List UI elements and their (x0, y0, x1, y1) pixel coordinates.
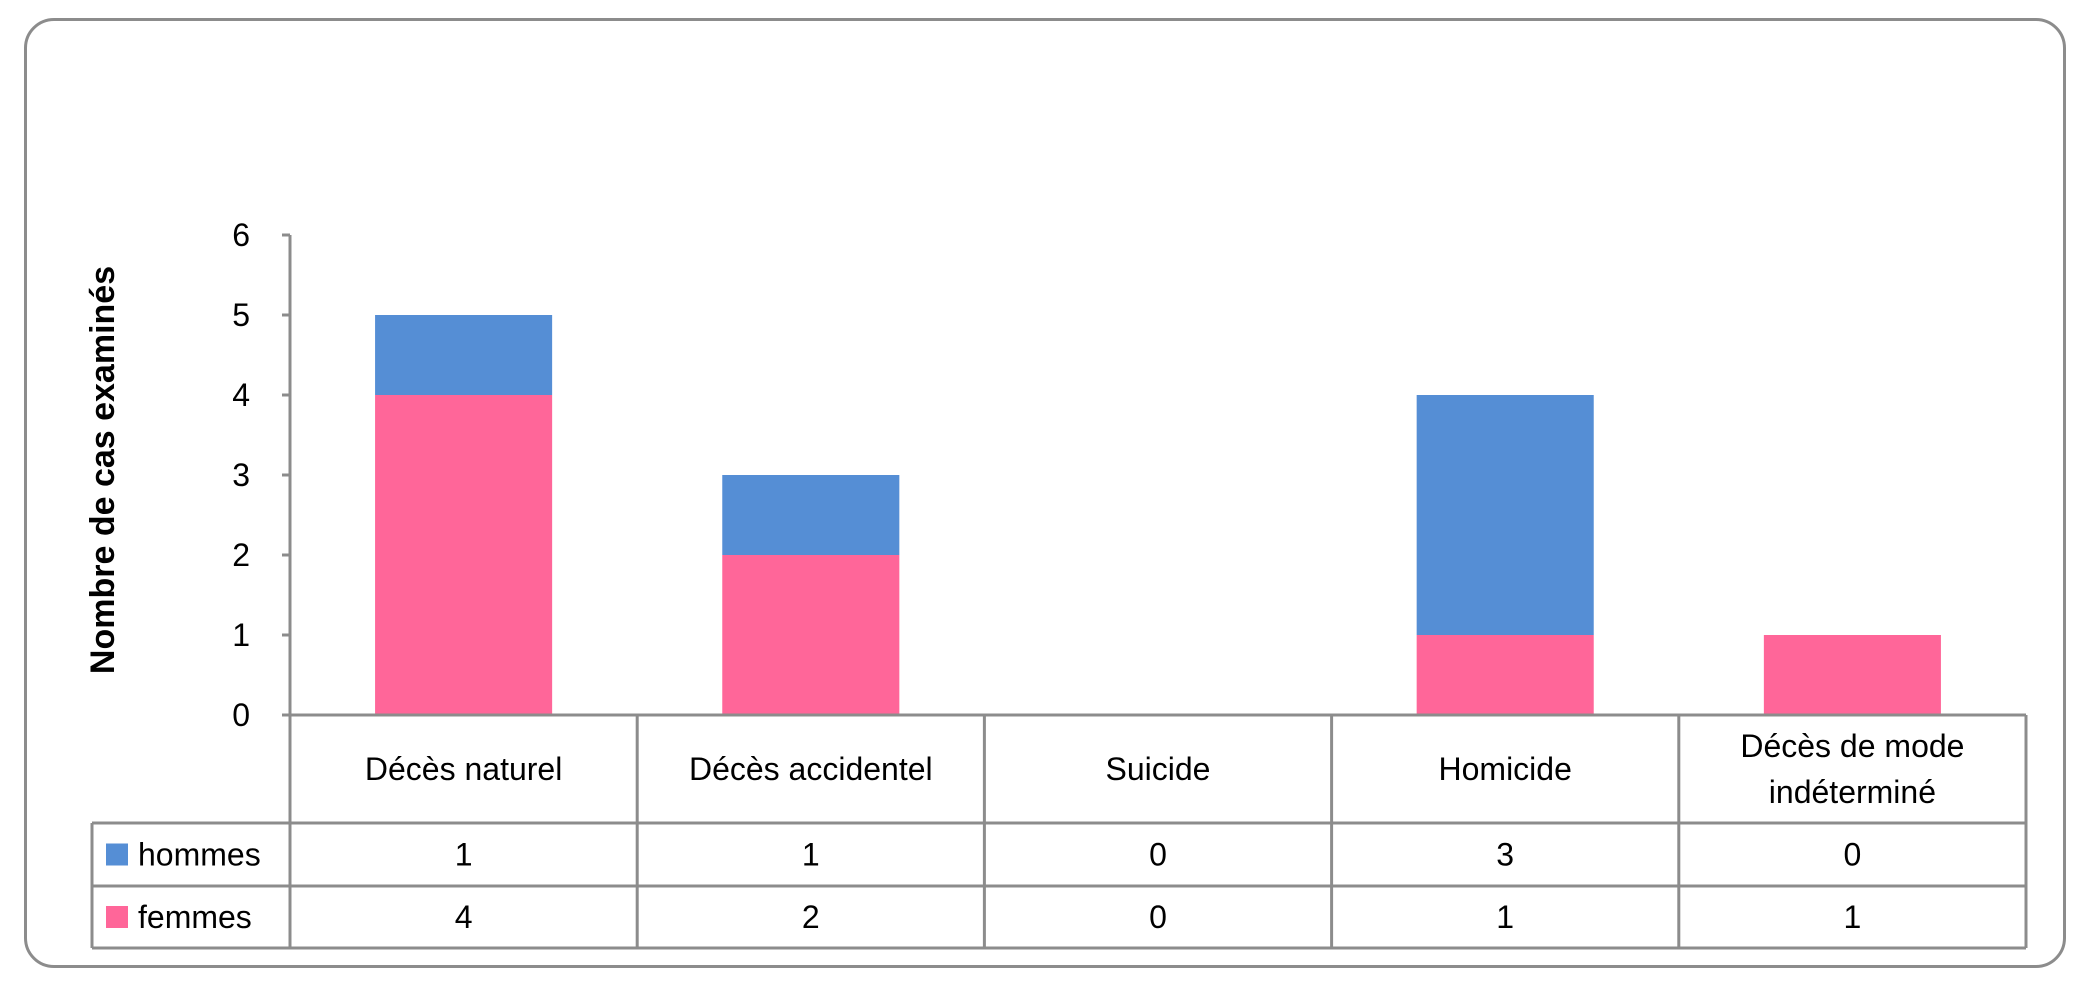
chart-frame (24, 18, 2066, 968)
y-axis-label: Nombre de cas examinés (84, 266, 122, 674)
legend-label-femmes: femmes (138, 899, 252, 935)
y-tick-label-3: 3 (232, 457, 250, 493)
y-tick-label-0: 0 (232, 697, 250, 733)
y-axis-label-group: Nombre de cas examinés (84, 266, 122, 674)
table-cell-femmes-4: 1 (1844, 899, 1862, 935)
bar-hommes-1 (722, 475, 900, 555)
category-label-4-line-0: Décès de mode (1740, 728, 1964, 764)
y-ticks: 0 1 2 3 4 5 6 (232, 217, 250, 733)
y-tick-label-6: 6 (232, 217, 250, 253)
category-label-3: Homicide (1439, 751, 1572, 787)
table-cell-femmes-0: 4 (455, 899, 473, 935)
y-tick-label-4: 4 (232, 377, 250, 413)
legend-key-femmes (106, 906, 128, 928)
table-cell-hommes-1: 1 (802, 837, 820, 873)
table-cell-hommes-3: 3 (1496, 837, 1514, 873)
bar-hommes-3 (1416, 395, 1594, 635)
bar-femmes-3 (1416, 635, 1594, 715)
y-tick-label-5: 5 (232, 297, 250, 333)
y-tick-label-1: 1 (232, 617, 250, 653)
bars (375, 315, 1941, 715)
category-label-2: Suicide (1106, 751, 1211, 787)
bar-femmes-1 (722, 555, 900, 715)
bar-femmes-4 (1763, 635, 1941, 715)
bar-femmes-0 (375, 395, 553, 715)
table-cell-femmes-3: 1 (1496, 899, 1514, 935)
table-cell-hommes-0: 1 (455, 837, 473, 873)
axes (90, 233, 2028, 950)
table-cell-femmes-2: 0 (1149, 899, 1167, 935)
table-cell-hommes-4: 0 (1844, 837, 1862, 873)
category-label-0: Décès naturel (365, 751, 562, 787)
category-label-1: Décès accidentel (689, 751, 933, 787)
category-label-4-line-1: indéterminé (1769, 774, 1936, 810)
y-tick-label-2: 2 (232, 537, 250, 573)
table-cell-femmes-1: 2 (802, 899, 820, 935)
data-table: Décès naturel Décès accidentel Suicide Homi… (106, 728, 1964, 935)
legend-label-hommes: hommes (138, 837, 261, 873)
table-cell-hommes-2: 0 (1149, 837, 1167, 873)
bar-hommes-0 (375, 315, 553, 395)
legend-key-hommes (106, 843, 128, 866)
